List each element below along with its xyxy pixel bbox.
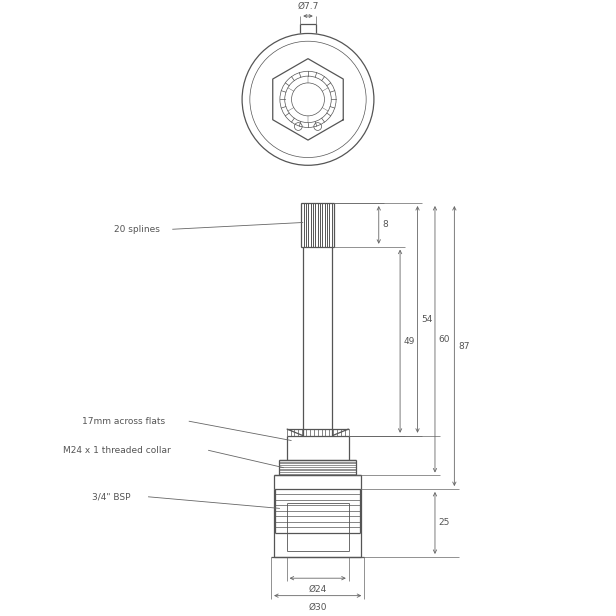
Text: 54: 54 [421, 315, 433, 324]
Text: 20 splines: 20 splines [114, 225, 160, 233]
Text: 87: 87 [458, 341, 470, 351]
Text: 60: 60 [439, 334, 450, 344]
Text: 3/4" BSP: 3/4" BSP [92, 492, 131, 501]
Text: Ø24: Ø24 [309, 585, 327, 594]
Text: Ø30: Ø30 [309, 602, 327, 612]
Text: M24 x 1 threaded collar: M24 x 1 threaded collar [63, 446, 171, 455]
Text: 8: 8 [383, 221, 388, 229]
Text: 25: 25 [439, 519, 450, 527]
Text: Ø7.7: Ø7.7 [298, 2, 318, 11]
Text: 17mm across flats: 17mm across flats [82, 416, 165, 426]
Text: 49: 49 [404, 337, 415, 346]
